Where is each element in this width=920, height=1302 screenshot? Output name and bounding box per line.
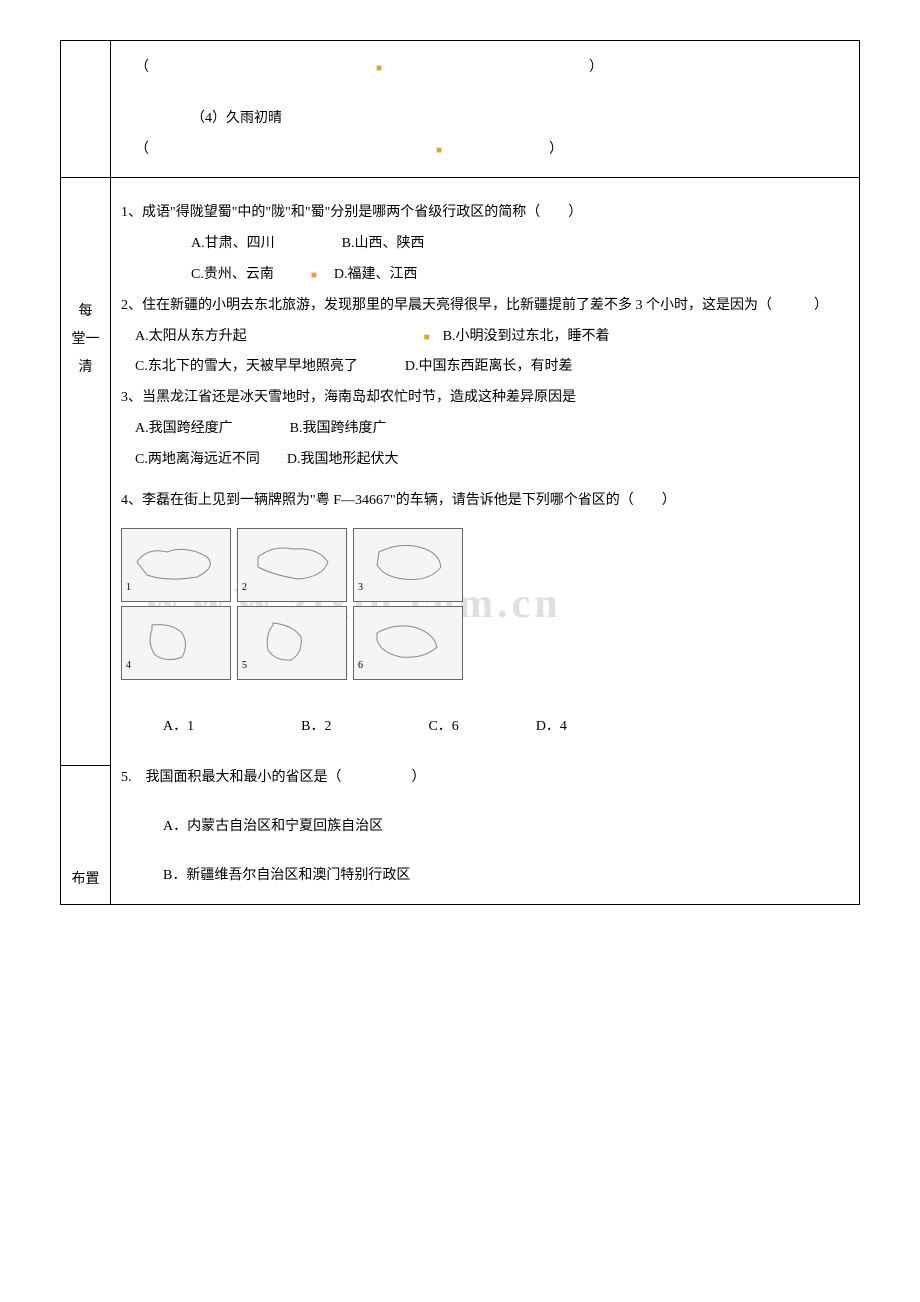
orange-dot-icon: ■	[311, 270, 317, 281]
side-char: 清	[71, 354, 100, 382]
q3-opt-d: D.我国地形起伏大	[287, 452, 399, 467]
q1-options-ab: A.甘肃、四川 B.山西、陕西	[121, 229, 849, 260]
row3-side: 布置	[61, 766, 111, 904]
map-img-3: 3	[353, 528, 463, 602]
map-img-4: 4	[121, 606, 231, 680]
question-2: 2、住在新疆的小明去东北旅游，发现那里的早晨天亮得很早，比新疆提前了差不多 3 …	[121, 291, 849, 322]
q3-opt-a: A.我国跨经度广	[135, 421, 233, 436]
q4-opt-c: C．6	[428, 719, 458, 734]
question-5: 5. 我国面积最大和最小的省区是（ ）	[121, 763, 849, 794]
q3-opt-b: B.我国跨纬度广	[290, 421, 387, 436]
map-img-5: 5	[237, 606, 347, 680]
q1-opt-c: C.贵州、云南	[191, 267, 274, 282]
side-char: 布置	[71, 866, 100, 894]
close-paren: ）	[589, 60, 603, 75]
q3-options-cd: C.两地离海远近不同 D.我国地形起伏大	[121, 445, 849, 476]
q4-opt-d: D．4	[536, 719, 567, 734]
q3-opt-c: C.两地离海远近不同	[135, 452, 260, 467]
map-img-1: 1	[121, 528, 231, 602]
q1-options-cd: C.贵州、云南 ■ D.福建、江西	[121, 260, 849, 291]
q4-opt-b: B．2	[301, 719, 331, 734]
q3-options-ab: A.我国跨经度广 B.我国跨纬度广	[121, 414, 849, 445]
worksheet-table: （ ■ ） （4）久雨初晴 （ ■ ） 每 堂一 清 WWW.zixin.co	[60, 40, 860, 905]
paren-line-1: （ ■ ）	[121, 53, 849, 84]
row1-side	[61, 41, 111, 178]
map-outline-icon	[127, 615, 227, 665]
question-3: 3、当黑龙江省还是冰天雪地时，海南岛却农忙时节，造成这种差异原因是	[121, 383, 849, 414]
q1-opt-a: A.甘肃、四川	[191, 236, 275, 251]
paren-line-2: （ ■ ）	[121, 135, 849, 166]
row1-content: （ ■ ） （4）久雨初晴 （ ■ ）	[111, 41, 860, 178]
row2-side: 每 堂一 清	[61, 178, 111, 766]
open-paren: （	[135, 60, 149, 75]
item4-text: （4）久雨初晴	[121, 104, 849, 135]
q4-opt-a: A．1	[163, 719, 194, 734]
map-img-6: 6	[353, 606, 463, 680]
q2-options-ab: A.太阳从东方升起 ■ B.小明没到过东北，睡不着	[121, 322, 849, 353]
q2-opt-b: B.小明没到过东北，睡不着	[443, 329, 610, 344]
q5-opt-b: B．新疆维吾尔自治区和澳门特别行政区	[121, 861, 849, 892]
map-outline-icon	[243, 615, 343, 665]
map-outline-icon	[359, 537, 459, 587]
map-outline-icon	[127, 537, 227, 587]
q2-options-cd: C.东北下的雪大，天被早早地照亮了 D.中国东西距离长，有时差	[121, 352, 849, 383]
map-outline-icon	[243, 537, 343, 587]
question-1: 1、成语"得陇望蜀"中的"陇"和"蜀"分别是哪两个省级行政区的简称（ ）	[121, 198, 849, 229]
q2-opt-d: D.中国东西距离长，有时差	[405, 359, 573, 374]
q5-opt-a: A．内蒙古自治区和宁夏回族自治区	[121, 812, 849, 843]
side-char: 堂一	[71, 326, 100, 354]
orange-dot-icon: ■	[424, 332, 430, 343]
q2-opt-c: C.东北下的雪大，天被早早地照亮了	[135, 359, 358, 374]
q1-opt-d: D.福建、江西	[334, 267, 418, 282]
map-outline-icon	[359, 615, 459, 665]
q2-opt-a: A.太阳从东方升起	[135, 329, 247, 344]
table-row: （ ■ ） （4）久雨初晴 （ ■ ）	[61, 41, 860, 178]
row2-content: WWW.zixin.com.cn 1、成语"得陇望蜀"中的"陇"和"蜀"分别是哪…	[111, 178, 860, 904]
orange-dot-icon: ■	[436, 145, 442, 156]
side-char: 每	[71, 298, 100, 326]
open-paren: （	[135, 142, 149, 157]
map-img-2: 2	[237, 528, 347, 602]
close-paren: ）	[549, 142, 563, 157]
q4-options: A．1 B．2 C．6 D．4	[121, 712, 849, 743]
q1-opt-b: B.山西、陕西	[342, 236, 425, 251]
table-row: 每 堂一 清 WWW.zixin.com.cn 1、成语"得陇望蜀"中的"陇"和…	[61, 178, 860, 766]
map-images-grid: 1 2 3 4 5 6	[121, 528, 849, 680]
orange-dot-icon: ■	[376, 63, 382, 74]
question-4: 4、李磊在街上见到一辆牌照为"粤 F—34667"的车辆，请告诉他是下列哪个省区…	[121, 486, 849, 517]
